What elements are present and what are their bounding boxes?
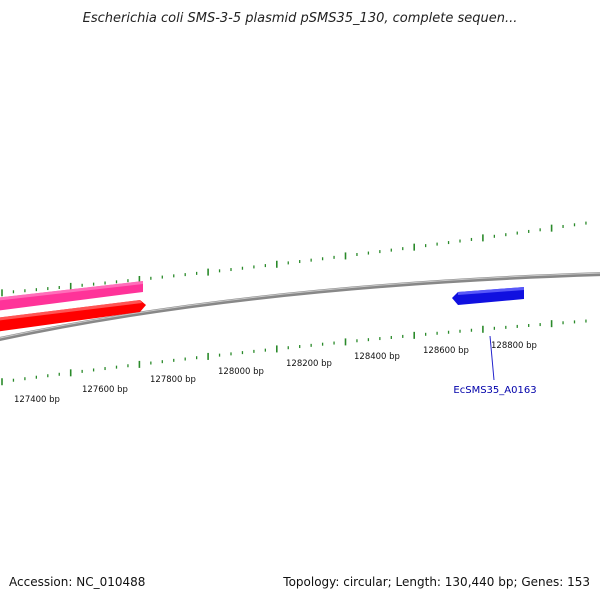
- summary-text: Topology: circular; Length: 130,440 bp; …: [282, 575, 590, 589]
- tick-label: 127600 bp: [82, 385, 128, 395]
- accession-text: Accession: NC_010488: [9, 575, 145, 589]
- inner-tick-marks: [1, 319, 587, 386]
- map-title: Escherichia coli SMS-3-5 plasmid pSMS35_…: [83, 11, 518, 26]
- gene-arrow[interactable]: [0, 300, 146, 332]
- backbone-line: [0, 272, 600, 341]
- tick-label: 128400 bp: [354, 352, 400, 362]
- tick-label: 128200 bp: [286, 359, 332, 369]
- gene-label[interactable]: EcSMS35_A0163: [453, 385, 536, 396]
- tick-label: 128800 bp: [491, 341, 537, 351]
- tick-labels: 127400 bp 127600 bp 127800 bp 128000 bp …: [14, 341, 537, 405]
- tick-label: 127400 bp: [14, 395, 60, 405]
- outer-tick-marks: [1, 221, 587, 297]
- gene-label-leader: [489, 335, 495, 381]
- gene-arrow-ecsms35-a0163[interactable]: [452, 287, 524, 305]
- tick-label: 127800 bp: [150, 375, 196, 385]
- backbone-highlight: [0, 272, 600, 339]
- gene-arrow[interactable]: [0, 281, 143, 311]
- tick-label: 128600 bp: [423, 346, 469, 356]
- tick-label: 128000 bp: [218, 367, 264, 377]
